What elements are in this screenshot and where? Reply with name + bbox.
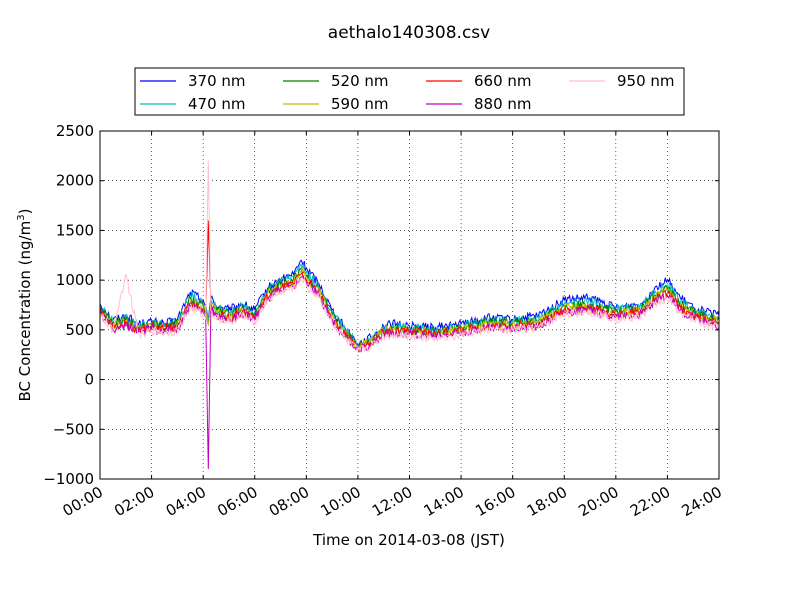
y-tick-label: 500 bbox=[65, 321, 94, 339]
ticks: 00:00 02:00 04:00 06:00 08:00 10:00 12:00 14:00… bbox=[43, 122, 725, 520]
legend-label: 590 nm bbox=[331, 95, 389, 113]
series-line-880-nm bbox=[99, 274, 720, 470]
y-tick-label: 1500 bbox=[56, 221, 94, 239]
x-tick-label: 02:00 bbox=[111, 483, 157, 520]
y-axis-label-main: BC Concentration (ng/m bbox=[16, 221, 34, 402]
legend-label: 880 nm bbox=[474, 95, 532, 113]
series-line-950-nm bbox=[99, 160, 719, 353]
x-tick-label: 24:00 bbox=[679, 483, 725, 520]
y-tick-label: 2000 bbox=[56, 172, 94, 190]
x-tick-label: 14:00 bbox=[421, 483, 467, 520]
y-tick-label: 2500 bbox=[56, 122, 94, 140]
x-tick-label: 18:00 bbox=[524, 483, 570, 520]
x-tick-label: 08:00 bbox=[266, 483, 312, 520]
chart-title: aethalo140308.csv bbox=[328, 23, 490, 43]
y-tick-label: −1000 bbox=[43, 470, 94, 488]
x-tick-label: 16:00 bbox=[472, 483, 518, 520]
x-tick-label: 00:00 bbox=[60, 483, 106, 520]
x-tick-label: 06:00 bbox=[214, 483, 260, 520]
y-axis-label-sup: 3 bbox=[16, 214, 27, 220]
series-line-470-nm bbox=[99, 262, 720, 349]
x-axis-label: Time on 2014-03-08 (JST) bbox=[312, 531, 505, 549]
y-axis-label-end: ) bbox=[16, 209, 34, 215]
legend-label: 520 nm bbox=[331, 72, 389, 90]
y-axis-label: BC Concentration (ng/m3) bbox=[16, 209, 34, 402]
x-tick-label: 12:00 bbox=[369, 483, 415, 520]
plot-area bbox=[99, 160, 720, 470]
x-tick-label: 04:00 bbox=[163, 483, 209, 520]
x-tick-label: 10:00 bbox=[317, 483, 363, 520]
legend: 370 nm 470 nm 520 nm 590 nm 660 nm 880 nm 950 … bbox=[134, 67, 685, 116]
legend-label: 950 nm bbox=[617, 72, 675, 90]
legend-label: 660 nm bbox=[474, 72, 532, 90]
legend-label: 370 nm bbox=[188, 72, 246, 90]
y-tick-label: −500 bbox=[53, 420, 94, 438]
legend-label: 470 nm bbox=[188, 95, 246, 113]
x-tick-label: 20:00 bbox=[575, 483, 621, 520]
x-tick-label: 22:00 bbox=[627, 483, 673, 520]
legend-frame bbox=[134, 67, 685, 116]
y-tick-label: 0 bbox=[84, 371, 94, 389]
y-tick-label: 1000 bbox=[56, 271, 94, 289]
series-line-660-nm bbox=[99, 220, 720, 353]
